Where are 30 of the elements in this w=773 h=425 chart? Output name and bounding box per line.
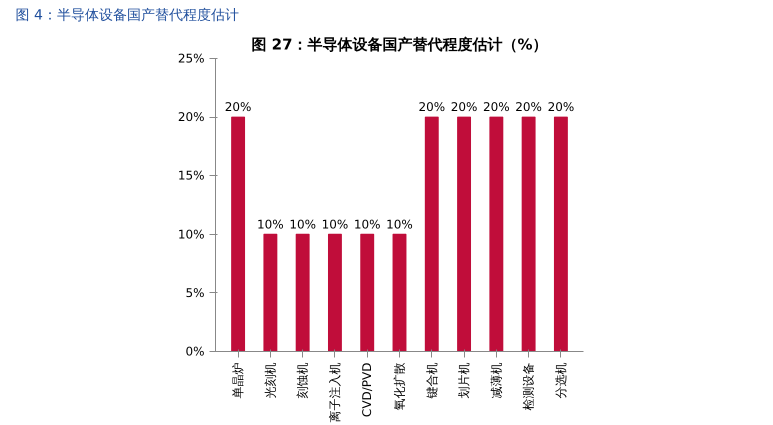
data-label: 20% (450, 100, 478, 114)
chart-title: 图 4：半导体设备国产替代程度估计 (16, 8, 239, 24)
y-tick-label: 0% (185, 344, 205, 358)
x-tick-label: 分选机 (554, 362, 568, 398)
data-label: 20% (515, 100, 542, 114)
x-tick-label: 光刻机 (263, 362, 278, 398)
x-tick-label: 氧化扩散 (392, 362, 406, 410)
x-tick-label: 划片机 (457, 362, 472, 398)
data-label: 10% (289, 217, 316, 232)
x-tick-label: 键合机 (424, 362, 439, 400)
x-tick-label: 离子注入机 (328, 362, 342, 422)
data-label: 10% (257, 217, 284, 232)
y-tick-label: 20% (178, 110, 204, 124)
y-tick-label: 10% (178, 227, 204, 242)
x-tick-label: 检测设备 (522, 362, 536, 410)
chart-subtitle: 图 27：半导体设备国产替代程度估计（%） (251, 36, 548, 54)
data-label: 10% (386, 217, 413, 232)
data-label: 20% (224, 100, 252, 114)
data-label: 10% (322, 217, 348, 232)
x-tick-label: CVD/PVD (360, 362, 374, 418)
data-label: 20% (418, 100, 446, 114)
y-tick-label: 5% (185, 286, 205, 300)
data-label: 10% (354, 217, 381, 232)
data-label: 20% (548, 100, 574, 114)
y-tick-label: 25% (178, 52, 204, 66)
y-tick-label: 15% (178, 168, 204, 183)
data-label: 20% (483, 100, 510, 114)
x-tick-label: 单晶炉 (231, 362, 246, 398)
x-tick-label: 刻蚀机 (296, 362, 310, 398)
x-tick-label: 减薄机 (489, 362, 504, 398)
